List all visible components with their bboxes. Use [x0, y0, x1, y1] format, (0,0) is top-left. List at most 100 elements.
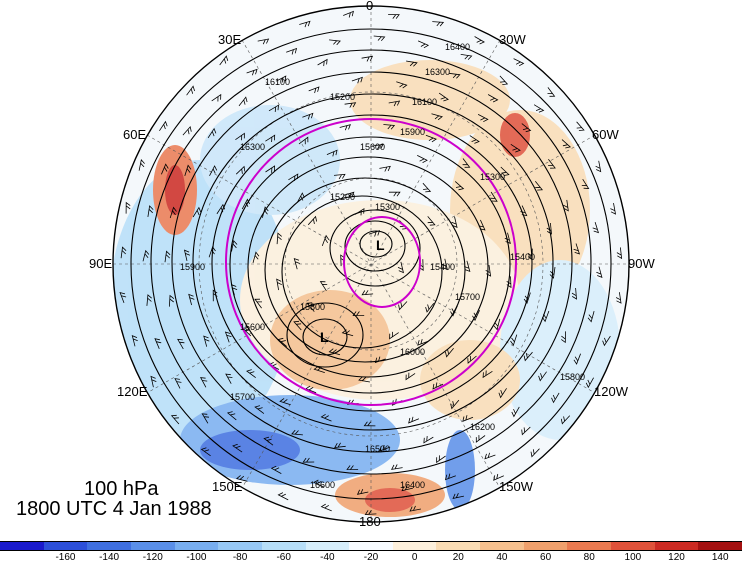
wind-barb [257, 38, 270, 45]
wind-barb [275, 75, 287, 83]
colorbar-segment [654, 541, 699, 551]
wind-barb [576, 121, 585, 131]
wind-barb [238, 96, 248, 107]
wind-barb [268, 104, 279, 112]
wind-barb [192, 206, 202, 218]
low-marker-1: L [376, 237, 385, 253]
colorbar-segment [218, 541, 263, 551]
wind-barb [379, 165, 391, 172]
colorbar-tick-label: 40 [496, 552, 508, 563]
wind-barb [462, 415, 474, 422]
wind-barb [487, 94, 499, 103]
wind-barb [573, 243, 581, 255]
contour-value-label: 15900 [400, 127, 425, 137]
colorbar-segment [611, 541, 656, 551]
wind-barb [467, 355, 477, 364]
wind-barb [224, 331, 232, 343]
wind-barb [219, 55, 229, 66]
wind-barb [208, 246, 216, 258]
colorbar-segment [392, 541, 437, 551]
colorbar-tick-label: 120 [668, 552, 685, 563]
colorbar-tick-label: 0 [411, 552, 418, 563]
wind-barb [438, 92, 449, 102]
colorbar-segment [349, 541, 394, 551]
lon-label-180: 180 [359, 514, 381, 529]
wind-barb [265, 134, 276, 143]
wind-barb [506, 276, 512, 289]
wind-barb [212, 289, 218, 302]
wind-barb [534, 181, 544, 191]
contour-value-label: 15300 [480, 172, 505, 182]
wind-barb [464, 260, 471, 273]
lon-label-120e: 120E [117, 384, 148, 399]
wind-barb [425, 302, 435, 313]
wind-barb [306, 302, 315, 312]
wind-barb [320, 503, 332, 512]
wind-barb [560, 415, 571, 425]
wind-barb [423, 436, 434, 444]
contour-value-label: 15600 [360, 142, 385, 152]
wind-barb [356, 488, 369, 495]
wind-barb [388, 191, 401, 197]
wind-barb [154, 338, 162, 349]
wind-barb [460, 54, 473, 60]
wind-barb [595, 160, 602, 173]
low-marker-2: L [320, 329, 329, 345]
wind-barb [288, 173, 299, 181]
wind-barb [164, 250, 171, 263]
wind-barb [406, 60, 418, 67]
wind-barb [200, 447, 211, 457]
wind-barb [326, 149, 338, 157]
wind-barb [341, 329, 354, 337]
wind-barb [211, 93, 222, 102]
wind-barb [541, 310, 550, 323]
wind-barb [226, 411, 237, 421]
wind-barb [343, 10, 354, 18]
wind-barb [201, 413, 210, 424]
wind-barb [364, 509, 377, 515]
wind-barb [523, 292, 531, 304]
wind-barb [313, 365, 325, 373]
wind-barb [520, 205, 528, 217]
wind-barb [147, 205, 154, 217]
wind-barb [581, 178, 590, 189]
wind-barb [432, 382, 444, 390]
wind-barb [293, 320, 302, 331]
wind-barb [352, 311, 365, 316]
colorbar-tick-label: -60 [276, 552, 291, 563]
wind-barb [571, 287, 577, 300]
wind-barb [469, 135, 480, 144]
wind-barb [131, 335, 138, 347]
highlight-contours [225, 118, 517, 406]
wind-barb [177, 338, 185, 350]
wind-barb [328, 348, 341, 356]
wind-barb [276, 232, 282, 245]
wind-barb [500, 166, 510, 176]
wind-barb [317, 58, 328, 67]
colorbar-tick-label: 60 [540, 552, 552, 563]
wind-barb [138, 159, 145, 171]
colorbar [0, 541, 742, 561]
wind-barb [551, 392, 560, 404]
wind-barb [302, 112, 314, 120]
contour-value-label: 16400 [445, 42, 470, 52]
wind-barb [521, 123, 532, 133]
wind-barb [296, 192, 305, 203]
wind-barb [188, 293, 195, 306]
contour-labels: 16400 16300 16100 15900 15600 15200 15300 15400… [180, 42, 585, 490]
wind-barb [511, 406, 520, 418]
wind-barb [485, 265, 492, 277]
wind-barb [585, 377, 594, 389]
wind-barb [530, 448, 540, 458]
wind-barb [538, 371, 547, 382]
wind-barb [451, 216, 458, 228]
wind-barb [498, 388, 507, 399]
wind-barb [174, 378, 182, 389]
contour-value-label: 15900 [180, 262, 205, 272]
wind-barb [262, 206, 269, 218]
wind-barb [563, 199, 569, 212]
colorbar-segment [305, 541, 350, 551]
wind-barb [431, 113, 443, 121]
wind-barb [450, 305, 458, 317]
colorbar-tick-label: 80 [583, 552, 595, 563]
